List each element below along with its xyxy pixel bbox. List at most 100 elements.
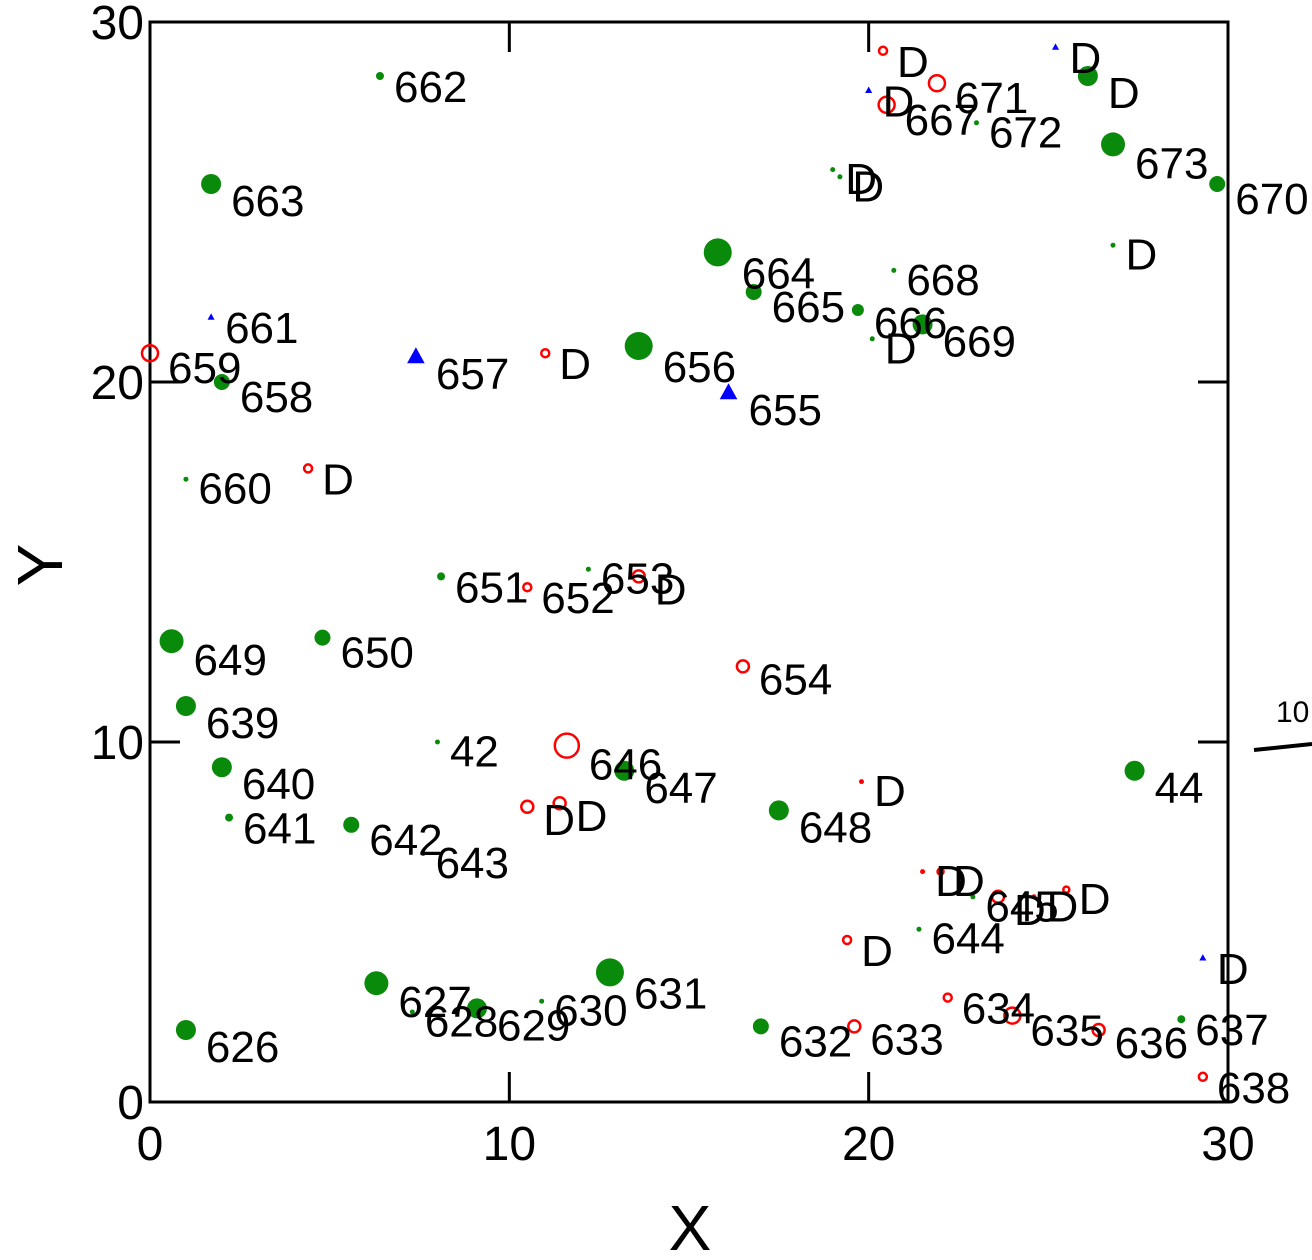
data-point-ring bbox=[990, 889, 1006, 905]
data-point-label: D bbox=[1046, 882, 1078, 931]
data-point-ring bbox=[302, 463, 314, 474]
data-point-dot bbox=[1031, 894, 1037, 900]
data-point-label: 637 bbox=[1195, 1006, 1268, 1055]
data-point-triangle bbox=[407, 347, 425, 364]
data-point-label: 641 bbox=[243, 805, 316, 854]
data-point-label: 629 bbox=[497, 1001, 570, 1050]
data-point-dot bbox=[703, 238, 732, 267]
data-point-dot bbox=[159, 629, 184, 654]
data-point-dot bbox=[434, 739, 440, 745]
data-point-dot bbox=[225, 813, 234, 822]
data-point-dot bbox=[409, 1009, 415, 1015]
data-point-dot bbox=[201, 174, 222, 194]
data-point-dot bbox=[375, 72, 384, 80]
data-point-label: 672 bbox=[989, 108, 1062, 157]
data-point-label: D bbox=[885, 324, 917, 373]
data-point-ring bbox=[552, 795, 567, 811]
data-point-label: 638 bbox=[1217, 1064, 1290, 1113]
data-point-label: D bbox=[322, 455, 354, 504]
data-point-label: 666 bbox=[874, 299, 947, 348]
data-point-ring bbox=[877, 95, 896, 115]
data-point-label: D bbox=[1108, 69, 1140, 118]
data-point-ring bbox=[1091, 1022, 1106, 1038]
edge-cut-label: 10 bbox=[1276, 696, 1309, 729]
data-point-ring bbox=[553, 732, 581, 759]
data-point-label: 640 bbox=[242, 760, 315, 809]
data-point-dot bbox=[920, 869, 926, 875]
x-tick-label: 0 bbox=[137, 1118, 164, 1171]
data-point-label: 42 bbox=[450, 728, 499, 777]
data-point-dot bbox=[858, 779, 864, 785]
data-point-label: 668 bbox=[906, 256, 979, 305]
data-point-label: 669 bbox=[943, 317, 1016, 366]
data-point-dot bbox=[851, 304, 864, 316]
data-point-ring bbox=[942, 992, 953, 1003]
data-point-label: D bbox=[861, 927, 893, 976]
plot-border bbox=[148, 20, 1230, 1104]
data-point-label: 670 bbox=[1235, 175, 1308, 224]
y-tick-label: 0 bbox=[117, 1077, 144, 1130]
data-point-label: 658 bbox=[240, 373, 313, 422]
data-point-label: 657 bbox=[436, 350, 509, 399]
data-point-dot bbox=[768, 800, 789, 821]
data-point-label: 628 bbox=[425, 998, 498, 1047]
data-point-label: 661 bbox=[225, 304, 298, 353]
data-point-label: D bbox=[559, 340, 591, 389]
data-point-label: 642 bbox=[369, 816, 442, 865]
data-point-label: 662 bbox=[394, 63, 467, 112]
data-point-dot bbox=[1209, 176, 1226, 192]
data-point-ring bbox=[847, 1019, 862, 1034]
data-point-triangle bbox=[1052, 43, 1060, 50]
data-point-label: 635 bbox=[1030, 1007, 1103, 1056]
data-point-dot bbox=[211, 757, 232, 778]
data-point-label: D bbox=[543, 796, 575, 845]
data-point-label: 652 bbox=[541, 574, 614, 623]
data-point-label: 630 bbox=[554, 987, 627, 1036]
data-point-label: 664 bbox=[742, 249, 815, 298]
data-point-label: 44 bbox=[1155, 764, 1204, 813]
data-point-label: D bbox=[883, 77, 915, 126]
x-tick-label: 30 bbox=[1201, 1118, 1254, 1171]
data-point-dot bbox=[595, 958, 624, 987]
data-point-label: 663 bbox=[231, 177, 304, 226]
data-point-label: 636 bbox=[1115, 1019, 1188, 1068]
data-point-label: 634 bbox=[962, 985, 1035, 1034]
data-point-label: D bbox=[897, 38, 929, 87]
data-point-ring bbox=[631, 569, 646, 584]
axis-ticks: 00 10 10 20 20 30 30 bbox=[91, 0, 1255, 1171]
data-point-label: 646 bbox=[589, 741, 662, 790]
data-point-dot bbox=[752, 1018, 769, 1035]
data-point-dot bbox=[343, 816, 360, 833]
data-point-dot bbox=[539, 998, 545, 1004]
data-point-dot bbox=[624, 332, 653, 360]
data-point-triangle bbox=[207, 313, 215, 320]
data-point-ring bbox=[1062, 885, 1071, 894]
data-point-dot bbox=[614, 760, 635, 781]
data-point-label: D bbox=[1217, 945, 1249, 994]
data-point-ring bbox=[735, 659, 751, 674]
data-point-label: 656 bbox=[663, 343, 736, 392]
data-point-label: 649 bbox=[194, 636, 267, 685]
data-point-label: 673 bbox=[1135, 139, 1208, 188]
data-point-ring bbox=[927, 73, 947, 93]
data-point-label: 655 bbox=[749, 386, 822, 435]
data-point-label: 643 bbox=[436, 839, 509, 888]
data-point-triangle bbox=[719, 383, 738, 400]
data-point-label: 645 bbox=[985, 882, 1058, 931]
data-point-ring bbox=[522, 581, 533, 593]
data-point-label: 651 bbox=[455, 563, 528, 612]
data-point-triangle bbox=[865, 86, 873, 93]
data-point-label: 631 bbox=[634, 969, 707, 1018]
data-point-dot bbox=[869, 336, 875, 342]
data-point-ring bbox=[520, 799, 535, 815]
data-point-triangle bbox=[1199, 954, 1207, 961]
data-point-label: 648 bbox=[799, 803, 872, 852]
data-point-dot bbox=[837, 174, 843, 180]
data-point-label: D bbox=[935, 857, 967, 906]
data-point-dot bbox=[1110, 242, 1116, 248]
data-point-label: D bbox=[852, 162, 884, 211]
data-point-label: 665 bbox=[772, 283, 845, 332]
data-point-dot bbox=[830, 167, 836, 173]
x-tick-label: 10 bbox=[483, 1118, 536, 1171]
